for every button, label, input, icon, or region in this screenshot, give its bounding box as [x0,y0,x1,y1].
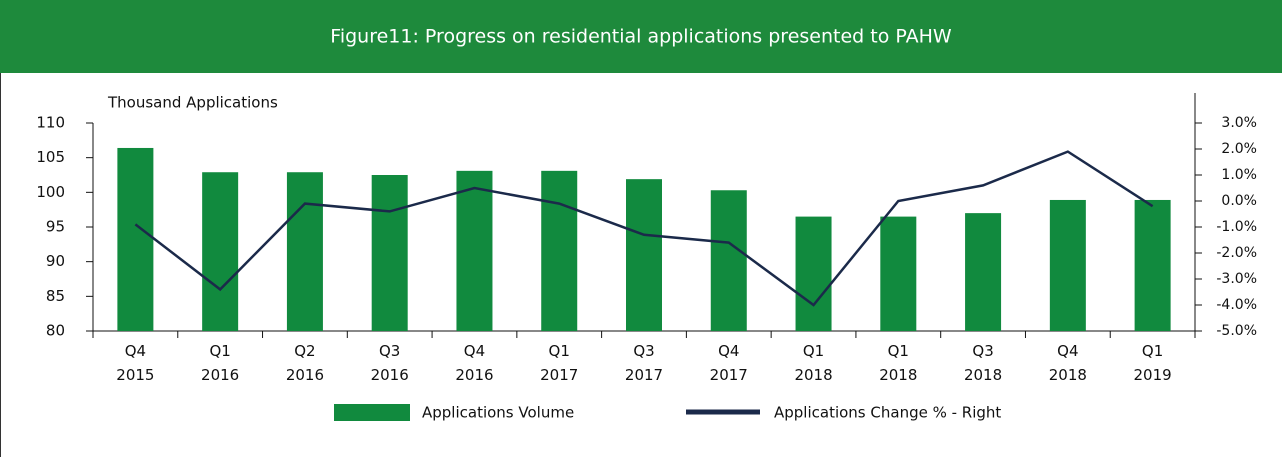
bar [965,213,1002,331]
bar [626,179,662,331]
x-tick-label: Q4 2018 [1049,342,1087,384]
y2-tick-label: 1.0% [1221,167,1257,183]
bar [880,216,917,331]
bar [795,216,832,331]
bar [371,175,408,331]
y-tick-label: 100 [36,183,65,201]
bar [541,170,578,331]
y2-tick-label: -2.0% [1216,245,1257,261]
x-tick-label: Q4 2016 [455,342,493,384]
y2-tick-label: -1.0% [1216,219,1257,235]
legend-label: Applications Volume [422,404,574,422]
y-tick-label: 105 [36,148,65,166]
x-tick-label: Q3 2017 [625,342,663,384]
x-tick-label: Q1 2017 [540,342,578,384]
x-tick-label: Q1 2016 [201,342,239,384]
y2-tick-label: 0.0% [1221,193,1257,209]
bar [1049,199,1086,331]
x-tick-label: Q1 2018 [794,342,832,384]
x-tick-label: Q1 2018 [879,342,917,384]
y2-tick-label: 2.0% [1221,141,1257,157]
y-tick-label: 95 [46,218,65,236]
bar [117,147,154,331]
legend-swatch [334,404,410,421]
line [134,150,1154,307]
bar [710,190,747,331]
bar [202,172,239,331]
x-tick-label: Q2 2016 [286,342,324,384]
x-tick-label: Q3 2018 [964,342,1002,384]
x-tick-label: Q3 2016 [371,342,409,384]
y-tick-label: 80 [46,322,65,340]
bar [286,172,323,331]
legend-label: Applications Change % - Right [774,404,1001,422]
y2-tick-label: -4.0% [1216,297,1257,313]
y-tick-label: 110 [36,114,65,132]
y2-tick-label: -5.0% [1216,323,1257,339]
y-axis-label: Thousand Applications [107,94,278,112]
y-tick-label: 85 [46,287,65,305]
header-band [0,0,1282,73]
y-tick-label: 90 [46,252,65,270]
x-tick-label: Q1 2019 [1134,342,1172,384]
y2-tick-label: 3.0% [1221,115,1257,131]
x-tick-label: Q4 2015 [116,342,154,384]
x-tick-label: Q4 2017 [710,342,748,384]
y2-tick-label: -3.0% [1216,271,1257,287]
bar [1134,199,1171,331]
chart-title: Figure11: Progress on residential applic… [330,26,952,48]
bar [456,170,493,331]
